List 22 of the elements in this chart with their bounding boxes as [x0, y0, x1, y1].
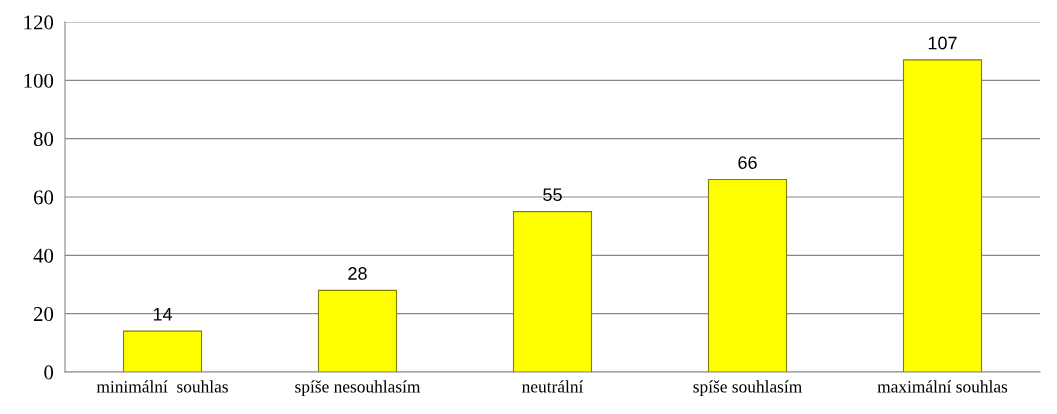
y-tick-label: 80: [33, 132, 54, 147]
y-tick-label: 100: [24, 73, 54, 88]
x-tick-label: minimální souhlas: [96, 380, 228, 393]
y-tick-label: 60: [33, 190, 54, 205]
y-tick-label: 20: [33, 307, 54, 322]
bar: [902, 59, 983, 372]
data-label: 14: [153, 308, 173, 321]
x-tick-label: maximální souhlas: [877, 380, 1008, 393]
x-tick-label: neutrální: [522, 380, 584, 393]
data-label: 55: [543, 188, 562, 202]
y-tick-label: 0: [44, 365, 54, 380]
data-label: 66: [738, 156, 757, 169]
data-label: 28: [348, 267, 367, 280]
bar: [122, 330, 203, 372]
x-tick-label: spíše nesouhlasím: [295, 380, 421, 397]
bar: [707, 178, 788, 372]
y-tick-label: 120: [24, 15, 54, 30]
y-tick-label: 40: [33, 248, 54, 263]
bar: [317, 289, 398, 372]
data-label: 107: [928, 36, 957, 50]
x-tick-label: spíše souhlasím: [693, 380, 802, 397]
bar: [512, 211, 593, 372]
